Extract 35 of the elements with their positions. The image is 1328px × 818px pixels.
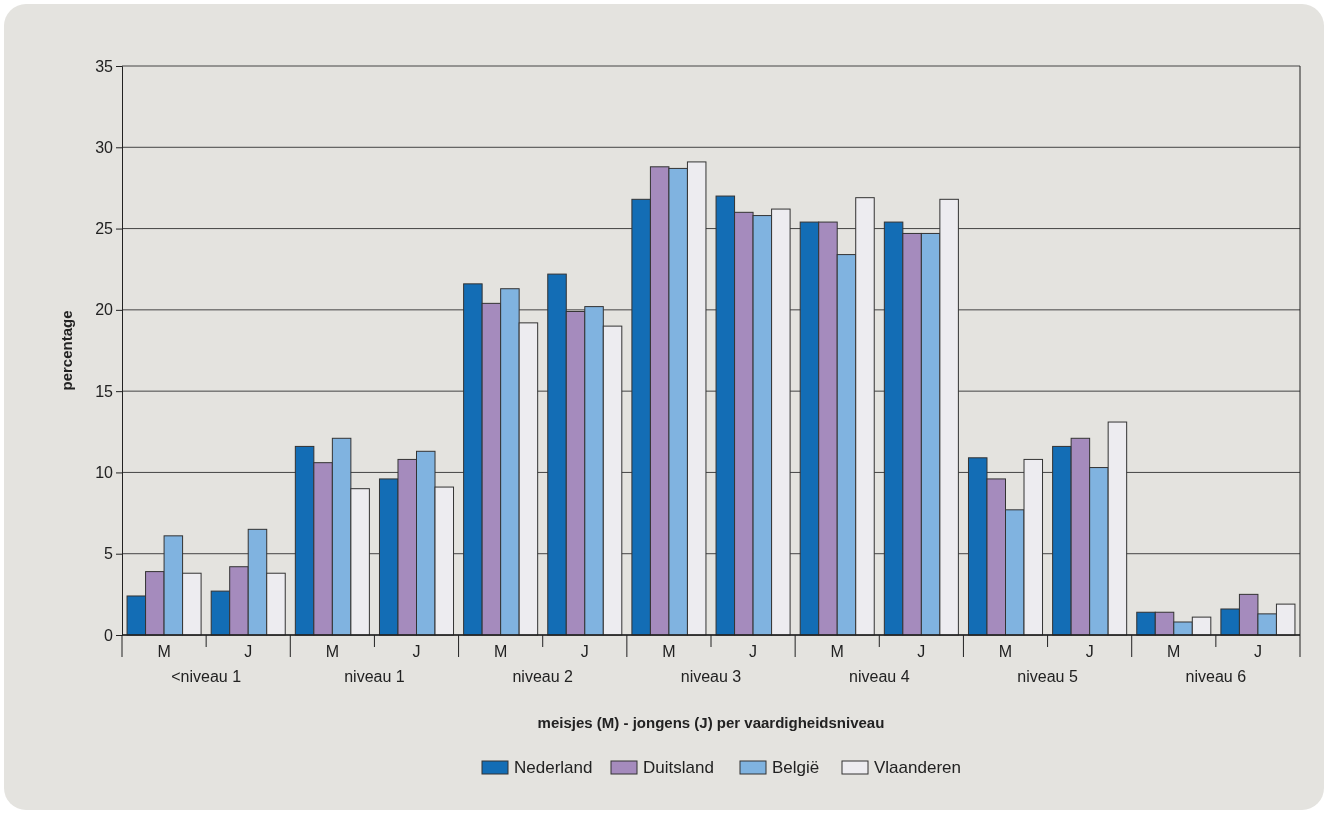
y-axis-title: percentage (58, 310, 75, 391)
text: niveau 3 (680, 668, 742, 685)
x-tick-label: J (1253, 643, 1262, 660)
legend-label: België (772, 758, 820, 777)
legend-label: Duitsland (643, 758, 714, 777)
x-tick-label: M (998, 643, 1013, 660)
y-tick-label: 5 (104, 545, 114, 563)
y-tick-label: 10 (95, 464, 114, 482)
text: niveau 5 (1017, 668, 1078, 685)
x-tick-label: J (1085, 643, 1094, 660)
x-tick-label: J (412, 643, 421, 660)
x-tick-label: J (749, 643, 758, 660)
legend-label: Vlaanderen (874, 758, 961, 777)
y-tick-label: 30 (95, 138, 114, 156)
x-tick-label: J (917, 643, 926, 660)
x-tick-label: J (244, 643, 253, 660)
y-tick-label: 0 (104, 626, 114, 644)
y-tick-label: 25 (95, 220, 114, 238)
x-axis-title: meisjes (M) - jongens (J) per vaardigheidsniveau (537, 714, 885, 731)
x-tick-label: J (580, 643, 589, 660)
y-tick-label: 20 (95, 301, 114, 319)
x-tick-label: M (830, 643, 844, 660)
x-tick-label: M (325, 643, 340, 660)
text: niveau 2 (512, 668, 574, 685)
text: <niveau 1 (171, 668, 242, 685)
y-tick-label: 35 (95, 57, 114, 75)
x-tick-label: M (662, 643, 676, 660)
text: niveau 4 (849, 668, 910, 685)
x-tick-label: M (1167, 643, 1181, 660)
legend-label: Nederland (514, 758, 593, 777)
text: niveau 6 (1185, 668, 1247, 685)
x-tick-label: M (493, 643, 508, 660)
text: niveau 1 (344, 668, 405, 685)
y-tick-label: 15 (95, 382, 114, 400)
x-tick-label: M (157, 643, 171, 660)
